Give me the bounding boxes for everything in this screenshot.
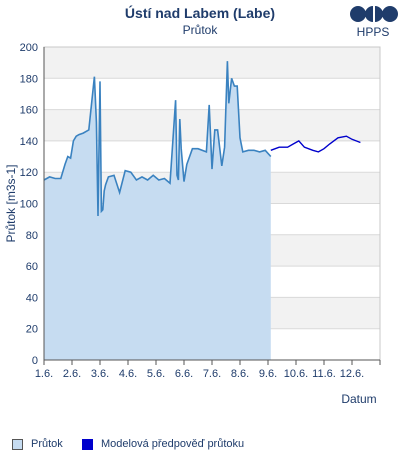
x-tick-label: 9.6.: [259, 368, 277, 380]
x-tick-label: 11.6.: [312, 368, 336, 380]
y-axis-title: Průtok [m3s-1]: [4, 164, 18, 242]
y-tick-label: 100: [20, 199, 38, 211]
legend-label-forecast: Modelová předpověď průtoku: [101, 438, 245, 450]
logo-mark-icon: [350, 6, 398, 22]
series-area-observed: [44, 61, 271, 360]
x-tick-label: 6.6.: [175, 368, 193, 380]
x-tick-label: 1.6.: [35, 368, 53, 380]
x-tick-label: 4.6.: [119, 368, 137, 380]
x-tick-label: 12.6.: [340, 368, 364, 380]
x-tick-label: 10.6.: [284, 368, 308, 380]
y-tick-label: 60: [26, 261, 38, 273]
y-tick-label: 200: [20, 42, 38, 54]
x-tick-label: 3.6.: [91, 368, 109, 380]
y-tick-label: 20: [26, 324, 38, 336]
x-tick-label: 7.6.: [203, 368, 221, 380]
y-tick-label: 160: [20, 105, 38, 117]
grid-band: [44, 47, 380, 79]
hpps-logo: HPPS: [346, 5, 400, 41]
y-tick-label: 140: [20, 136, 38, 148]
y-tick-label: 80: [26, 230, 38, 242]
y-tick-label: 40: [26, 292, 38, 304]
legend-swatch-forecast: [82, 438, 93, 450]
chart-subtitle: Průtok: [182, 23, 218, 37]
series-line-observed: [43, 61, 272, 217]
x-tick-label: 2.6.: [63, 368, 81, 380]
legend-item-forecast: Modelová předpověď průtoku: [82, 438, 244, 450]
flow-chart: 0 20 40 60 80 100 120 140 160 180 200 1.6. 2.6. 3.6. 4…: [4, 42, 381, 406]
logo-text: HPPS: [356, 25, 390, 39]
legend-swatch-observed: [12, 438, 23, 450]
y-tick-label: 180: [20, 73, 38, 85]
series-line-forecast: [270, 135, 361, 153]
legend-item-observed: Průtok: [12, 438, 63, 450]
x-axis-title: Datum: [341, 392, 376, 406]
y-tick-label: 120: [20, 167, 38, 179]
x-tick-label: 5.6.: [147, 368, 165, 380]
x-tick-label: 8.6.: [231, 368, 249, 380]
legend-label-observed: Průtok: [31, 438, 63, 450]
chart-title: Ústí nad Labem (Labe): [124, 5, 276, 21]
legend: Průtok Modelová předpověď průtoku: [0, 436, 400, 456]
y-tick-label: 0: [32, 355, 38, 367]
